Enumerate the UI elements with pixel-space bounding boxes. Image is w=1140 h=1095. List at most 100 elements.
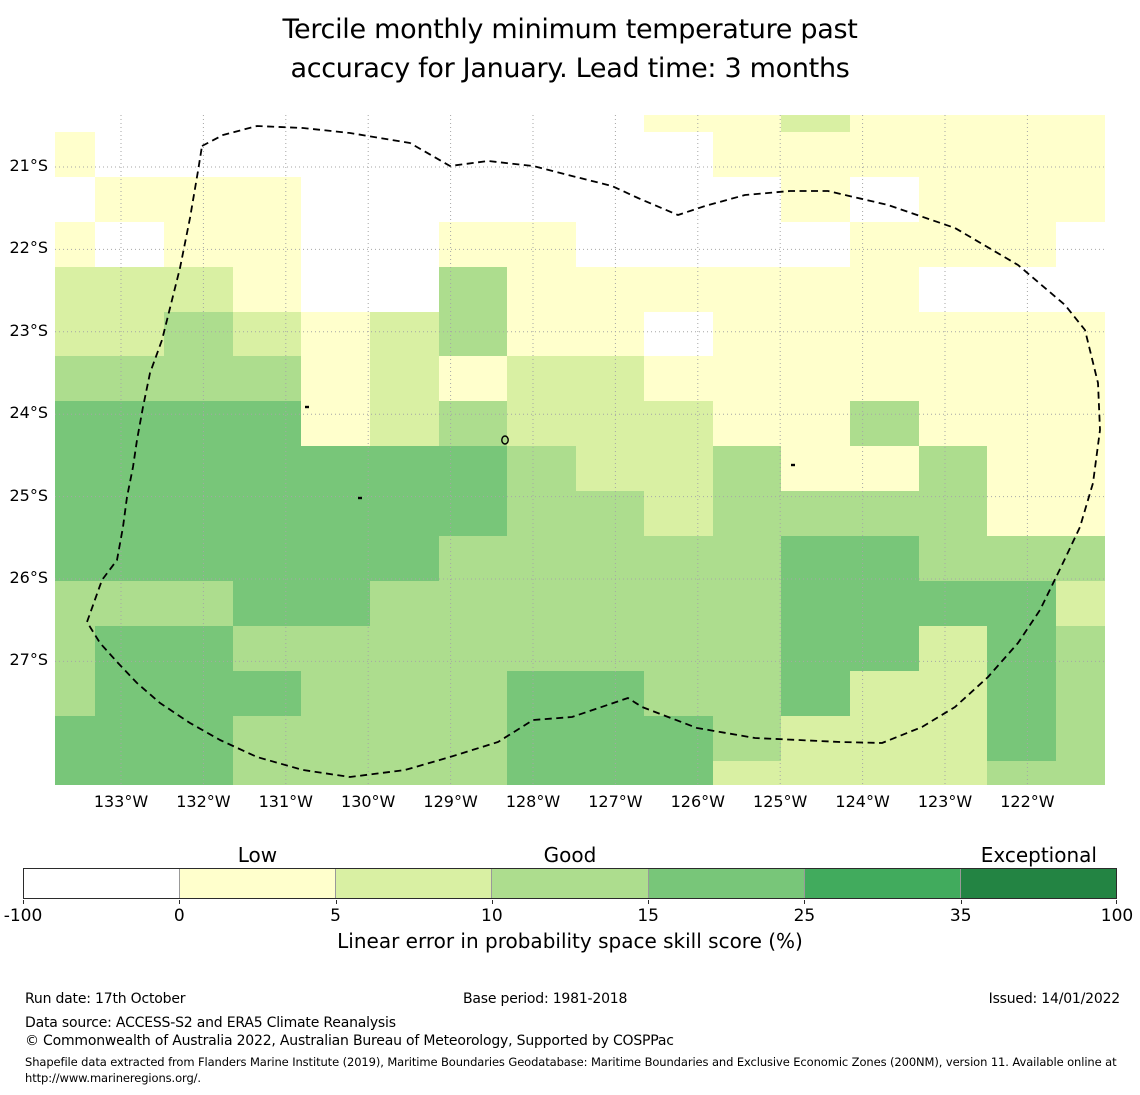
heatmap-cell xyxy=(850,356,919,401)
heatmap-cell xyxy=(919,491,987,536)
heatmap-cell xyxy=(507,671,576,716)
heatmap-cell xyxy=(233,761,301,785)
heatmap-cell xyxy=(55,115,95,132)
heatmap-cell xyxy=(644,491,713,536)
heatmap-cell xyxy=(1056,581,1105,626)
heatmap-cell xyxy=(370,132,439,177)
heatmap-cell xyxy=(1056,401,1105,446)
heatmap-cell xyxy=(850,626,919,671)
heatmap-cell xyxy=(1056,267,1105,312)
heatmap-cell xyxy=(781,401,850,446)
heatmap-row xyxy=(55,536,1105,581)
heatmap-cell xyxy=(919,716,987,761)
heatmap-cell xyxy=(507,446,576,491)
colorbar-segment xyxy=(24,869,180,898)
heatmap-cell xyxy=(55,581,95,626)
heatmap-cell xyxy=(1056,671,1105,716)
heatmap-cell xyxy=(781,626,850,671)
heatmap-cell xyxy=(507,491,576,536)
heatmap-cell xyxy=(576,401,644,446)
x-tick-label: 128°W xyxy=(505,792,561,811)
run-date-text: Run date: 17th October xyxy=(25,991,186,1007)
heatmap-cell xyxy=(781,761,850,785)
colorbar-tick-label: 100 xyxy=(1100,906,1134,926)
heatmap-row xyxy=(55,356,1105,401)
heatmap-row xyxy=(55,581,1105,626)
heatmap-cell xyxy=(164,761,233,785)
heatmap-cell xyxy=(233,491,301,536)
heatmap-cell xyxy=(1056,115,1105,132)
heatmap-cell xyxy=(301,581,370,626)
heatmap-cell xyxy=(713,356,781,401)
base-period-text: Base period: 1981-2018 xyxy=(463,991,628,1007)
heatmap-cell xyxy=(164,626,233,671)
heatmap-cell xyxy=(850,446,919,491)
heatmap-cell xyxy=(987,115,1056,132)
heatmap-cell xyxy=(439,132,507,177)
heatmap-cell xyxy=(95,716,164,761)
heatmap-cell xyxy=(576,716,644,761)
heatmap-cell xyxy=(576,356,644,401)
heatmap-cell xyxy=(1056,491,1105,536)
heatmap-cell xyxy=(233,446,301,491)
heatmap-cell xyxy=(164,222,233,267)
heatmap-cell xyxy=(164,312,233,356)
heatmap-cell xyxy=(55,312,95,356)
heatmap-cell xyxy=(301,177,370,222)
y-tick-label: 24°S xyxy=(9,403,48,423)
heatmap-cell xyxy=(987,626,1056,671)
x-tick-label: 131°W xyxy=(258,792,313,811)
heatmap-cell xyxy=(919,401,987,446)
heatmap-cell xyxy=(781,177,850,222)
colorbar-tick-label: 25 xyxy=(793,906,816,926)
heatmap-row xyxy=(55,446,1105,491)
heatmap-cell xyxy=(644,132,713,177)
heatmap-cell xyxy=(164,401,233,446)
heatmap-cell xyxy=(987,446,1056,491)
colorbar-tick-label: 35 xyxy=(949,906,972,926)
heatmap-cell xyxy=(164,716,233,761)
heatmap-cell xyxy=(987,671,1056,716)
heatmap-cell xyxy=(919,115,987,132)
heatmap-cell xyxy=(164,671,233,716)
heatmap-cell xyxy=(1056,222,1105,267)
heatmap-cell xyxy=(987,401,1056,446)
heatmap-cell xyxy=(713,491,781,536)
heatmap-cell xyxy=(233,132,301,177)
shapefile-attribution-text: Shapefile data extracted from Flanders M… xyxy=(25,1055,1117,1085)
colorbar-tick-mark xyxy=(491,900,493,904)
heatmap-cell xyxy=(95,177,164,222)
heatmap-cell xyxy=(919,356,987,401)
heatmap-cell xyxy=(55,491,95,536)
x-tick-label: 130°W xyxy=(341,792,396,811)
heatmap-cell xyxy=(439,626,507,671)
heatmap-cell xyxy=(439,177,507,222)
heatmap-cell xyxy=(644,401,713,446)
heatmap-cell xyxy=(850,222,919,267)
heatmap-cell xyxy=(919,132,987,177)
heatmap-cell xyxy=(987,356,1056,401)
heatmap-cell xyxy=(576,267,644,312)
heatmap-cell xyxy=(713,401,781,446)
heatmap-cell xyxy=(713,716,781,761)
heatmap-cell xyxy=(987,491,1056,536)
data-source-text: Data source: ACCESS-S2 and ERA5 Climate … xyxy=(25,1015,396,1031)
heatmap-cell xyxy=(987,581,1056,626)
heatmap-cell xyxy=(507,716,576,761)
heatmap-cell xyxy=(644,356,713,401)
heatmap-cell xyxy=(55,536,95,581)
heatmap-cell xyxy=(370,177,439,222)
heatmap-row xyxy=(55,716,1105,761)
heatmap-cell xyxy=(233,626,301,671)
heatmap-cell xyxy=(987,132,1056,177)
heatmap-cell xyxy=(576,761,644,785)
heatmap-cell xyxy=(301,115,370,132)
heatmap-cell xyxy=(439,716,507,761)
heatmap-cell xyxy=(576,491,644,536)
heatmap-cell xyxy=(850,267,919,312)
chart-title-line2: accuracy for January. Lead time: 3 month… xyxy=(290,53,850,84)
x-tick-label: 129°W xyxy=(423,792,478,811)
heatmap-cell xyxy=(576,536,644,581)
heatmap-cell xyxy=(919,626,987,671)
